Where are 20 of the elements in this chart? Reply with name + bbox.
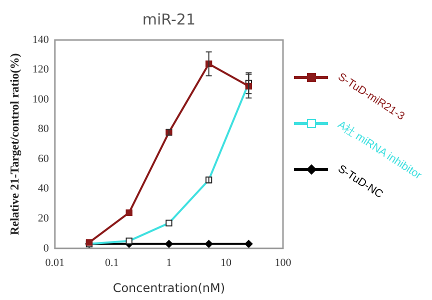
y-tick-label: 40 xyxy=(38,182,50,195)
y-axis-title: Relative 21-Target/control ratio(%) xyxy=(7,53,22,236)
y-tick-label: 120 xyxy=(32,64,50,76)
x-tick-label: 10 xyxy=(220,256,232,269)
point xyxy=(244,240,253,248)
y-tick-label: 60 xyxy=(38,152,50,165)
x-tick-label: 0.01 xyxy=(45,256,65,269)
x-tick-label: 100 xyxy=(274,256,292,269)
y-tick-label: 140 xyxy=(32,34,50,46)
x-axis-title: Concentration(nM) xyxy=(112,280,226,295)
y-tick-label: 20 xyxy=(38,212,50,225)
point xyxy=(164,240,173,248)
x-tick-label: 0.1 xyxy=(105,256,119,269)
x-tick-label: 1 xyxy=(166,256,172,269)
chart-title: miR-21 xyxy=(142,10,196,28)
y-tick-label: 100 xyxy=(32,93,50,106)
point xyxy=(204,240,213,248)
point xyxy=(126,209,132,216)
y-tick-label: 80 xyxy=(38,123,50,136)
y-tick-label: 0 xyxy=(43,242,50,254)
